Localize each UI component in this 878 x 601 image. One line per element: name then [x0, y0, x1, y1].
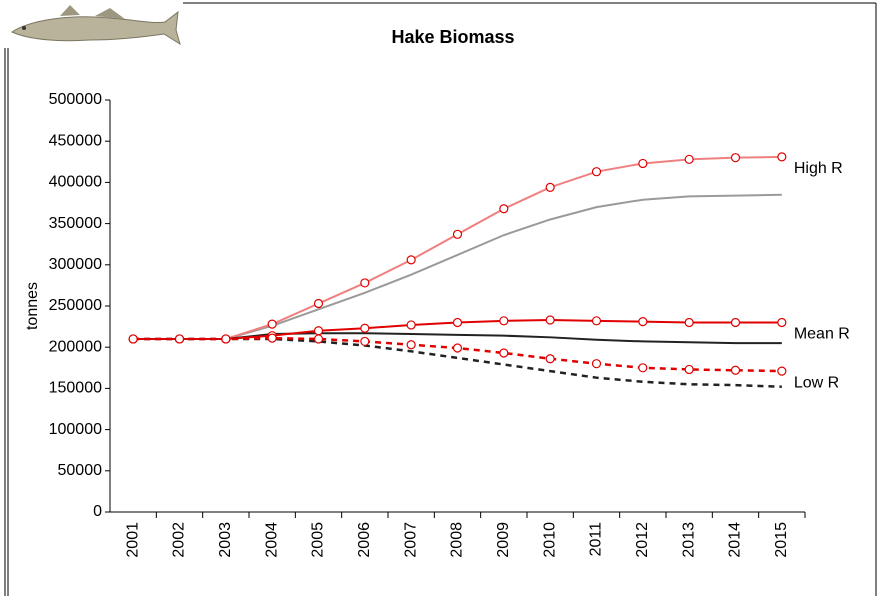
x-tick-label: 2003: [217, 522, 234, 558]
data-point: [222, 335, 230, 343]
chart-title: Hake Biomass: [391, 27, 514, 47]
x-tick-label: 2007: [402, 522, 419, 558]
x-tick-label: 2010: [541, 522, 558, 558]
x-tick-label: 2014: [727, 522, 744, 558]
data-point: [685, 365, 693, 373]
x-tick-label: 2001: [124, 522, 141, 558]
data-point: [685, 318, 693, 326]
data-point: [639, 159, 647, 167]
chart: Hake Biomass tonnes 0 50000 100000 150000 20…: [0, 0, 878, 596]
data-point: [546, 183, 554, 191]
series-label: Low R: [794, 374, 839, 391]
x-tick-label: 2011: [588, 522, 605, 557]
data-point: [500, 349, 508, 357]
data-point: [732, 318, 740, 326]
y-tick-label: 200000: [49, 338, 102, 355]
series-label: High R: [794, 160, 843, 177]
series-line: [133, 157, 782, 339]
page: Hake Biomass tonnes 0 50000 100000 150000 20…: [0, 0, 878, 601]
data-point: [176, 335, 184, 343]
x-tick-label: 2015: [773, 522, 790, 558]
data-point: [407, 256, 415, 264]
x-tick-label: 2004: [263, 522, 280, 558]
data-point: [454, 230, 462, 238]
data-point: [685, 155, 693, 163]
data-point: [315, 335, 323, 343]
data-point: [778, 153, 786, 161]
data-point: [546, 355, 554, 363]
data-point: [315, 327, 323, 335]
data-point: [129, 335, 137, 343]
series-line: [133, 195, 782, 339]
data-point: [407, 341, 415, 349]
data-point: [268, 334, 276, 342]
series-label: Mean R: [794, 326, 850, 343]
x-tick-label: 2005: [310, 522, 327, 558]
x-tick-label: 2013: [680, 522, 697, 558]
data-point: [454, 318, 462, 326]
fish-icon: [12, 5, 180, 44]
data-point: [546, 316, 554, 324]
y-tick-label: 150000: [49, 380, 102, 397]
data-point: [732, 154, 740, 162]
data-point: [500, 205, 508, 213]
data-point: [639, 364, 647, 372]
y-tick-label: 50000: [58, 462, 103, 479]
data-point: [361, 324, 369, 332]
data-point: [361, 279, 369, 287]
data-point: [361, 337, 369, 345]
x-tick-label: 2006: [356, 522, 373, 558]
data-point: [315, 300, 323, 308]
y-tick-label: 500000: [49, 91, 102, 108]
data-point: [407, 321, 415, 329]
y-tick-label: 350000: [49, 215, 102, 232]
data-point: [639, 318, 647, 326]
y-tick-label: 400000: [49, 174, 102, 191]
data-point: [268, 320, 276, 328]
y-tick-label: 300000: [49, 256, 102, 273]
y-tick-label: 450000: [49, 132, 102, 149]
y-axis-label: tonnes: [24, 282, 41, 330]
data-point: [593, 360, 601, 368]
data-point: [593, 168, 601, 176]
data-point: [732, 366, 740, 374]
x-tick-label: 2008: [449, 522, 466, 558]
x-tick-label: 2012: [634, 522, 651, 558]
y-tick-label: 0: [93, 503, 102, 520]
data-point: [593, 317, 601, 325]
y-tick-label: 100000: [49, 421, 102, 438]
data-point: [500, 317, 508, 325]
data-point: [454, 344, 462, 352]
data-point: [778, 318, 786, 326]
x-tick-label: 2009: [495, 522, 512, 558]
y-tick-label: 250000: [49, 297, 102, 314]
data-point: [778, 367, 786, 375]
x-tick-label: 2002: [171, 522, 188, 558]
